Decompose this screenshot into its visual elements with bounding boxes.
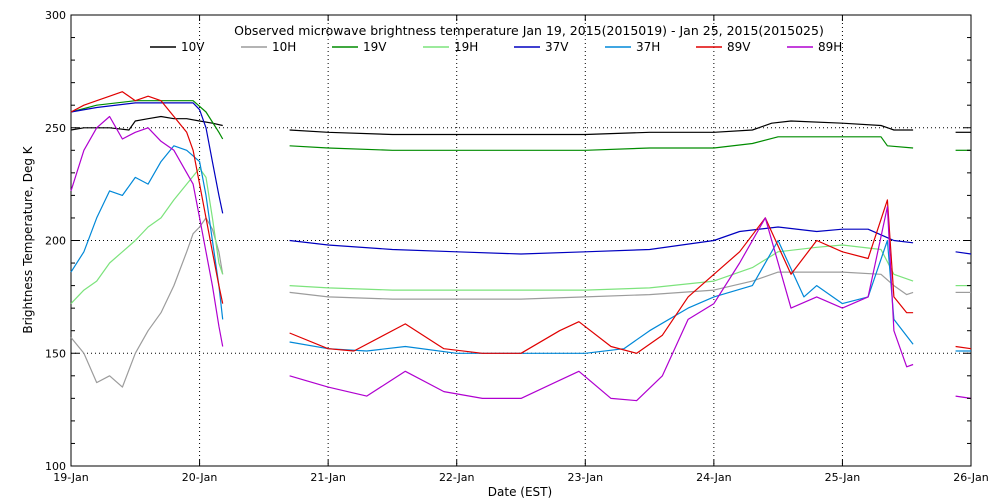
series-line-10h [289, 271, 914, 300]
series-line-37v [955, 251, 972, 255]
legend-label-37h: 37H [636, 40, 660, 54]
legend-label-89v: 89V [727, 40, 751, 54]
series-line-10v [289, 120, 914, 136]
x-tick-label: 19-Jan [53, 471, 89, 484]
y-tick-label: 150 [45, 347, 66, 360]
axis-layer: 100 150 200 250 300 19-Jan 20-Jan 21-Jan 22-Jan 2… [45, 9, 989, 484]
x-tick-label: 26-Jan [953, 471, 989, 484]
series-line-10v [70, 115, 223, 131]
series-line-37v [70, 102, 224, 214]
series-line-37h [70, 145, 224, 320]
x-tick-label: 24-Jan [696, 471, 732, 484]
series-line-19v [289, 136, 914, 151]
series-line-89h [70, 115, 224, 347]
y-axis-label: Brightness Temperature, Deg K [21, 145, 35, 333]
chart-title: Observed microwave brightness temperatur… [234, 23, 824, 38]
series-line-89v [70, 91, 224, 304]
x-tick-label: 21-Jan [310, 471, 346, 484]
legend: 10V 10H 19V 19H 37V 37H 89V 89H [150, 40, 842, 54]
x-axis-label: Date (EST) [488, 485, 552, 499]
legend-label-37v: 37V [545, 40, 569, 54]
series-line-89v [955, 345, 972, 350]
series-line-89h [289, 206, 914, 402]
legend-label-10h: 10H [272, 40, 296, 54]
series-line-19h [70, 167, 224, 305]
x-tick-label: 25-Jan [825, 471, 861, 484]
x-tick-label: 22-Jan [439, 471, 475, 484]
legend-label-19v: 19V [363, 40, 387, 54]
legend-label-89h: 89H [818, 40, 842, 54]
series-line-10h [70, 217, 224, 388]
series-line-19h [289, 244, 914, 291]
series-line-37v [289, 226, 914, 255]
series-line-37h [289, 239, 914, 354]
legend-label-10v: 10V [181, 40, 205, 54]
series-layer [70, 91, 972, 402]
x-tick-label: 23-Jan [568, 471, 604, 484]
y-tick-label: 300 [45, 9, 66, 22]
series-line-19v [70, 100, 224, 140]
series-line-89v [289, 199, 914, 354]
y-tick-label: 200 [45, 235, 66, 248]
y-tick-label: 100 [45, 460, 66, 473]
legend-label-19h: 19H [454, 40, 478, 54]
y-tick-label: 250 [45, 122, 66, 135]
x-tick-label: 20-Jan [182, 471, 218, 484]
